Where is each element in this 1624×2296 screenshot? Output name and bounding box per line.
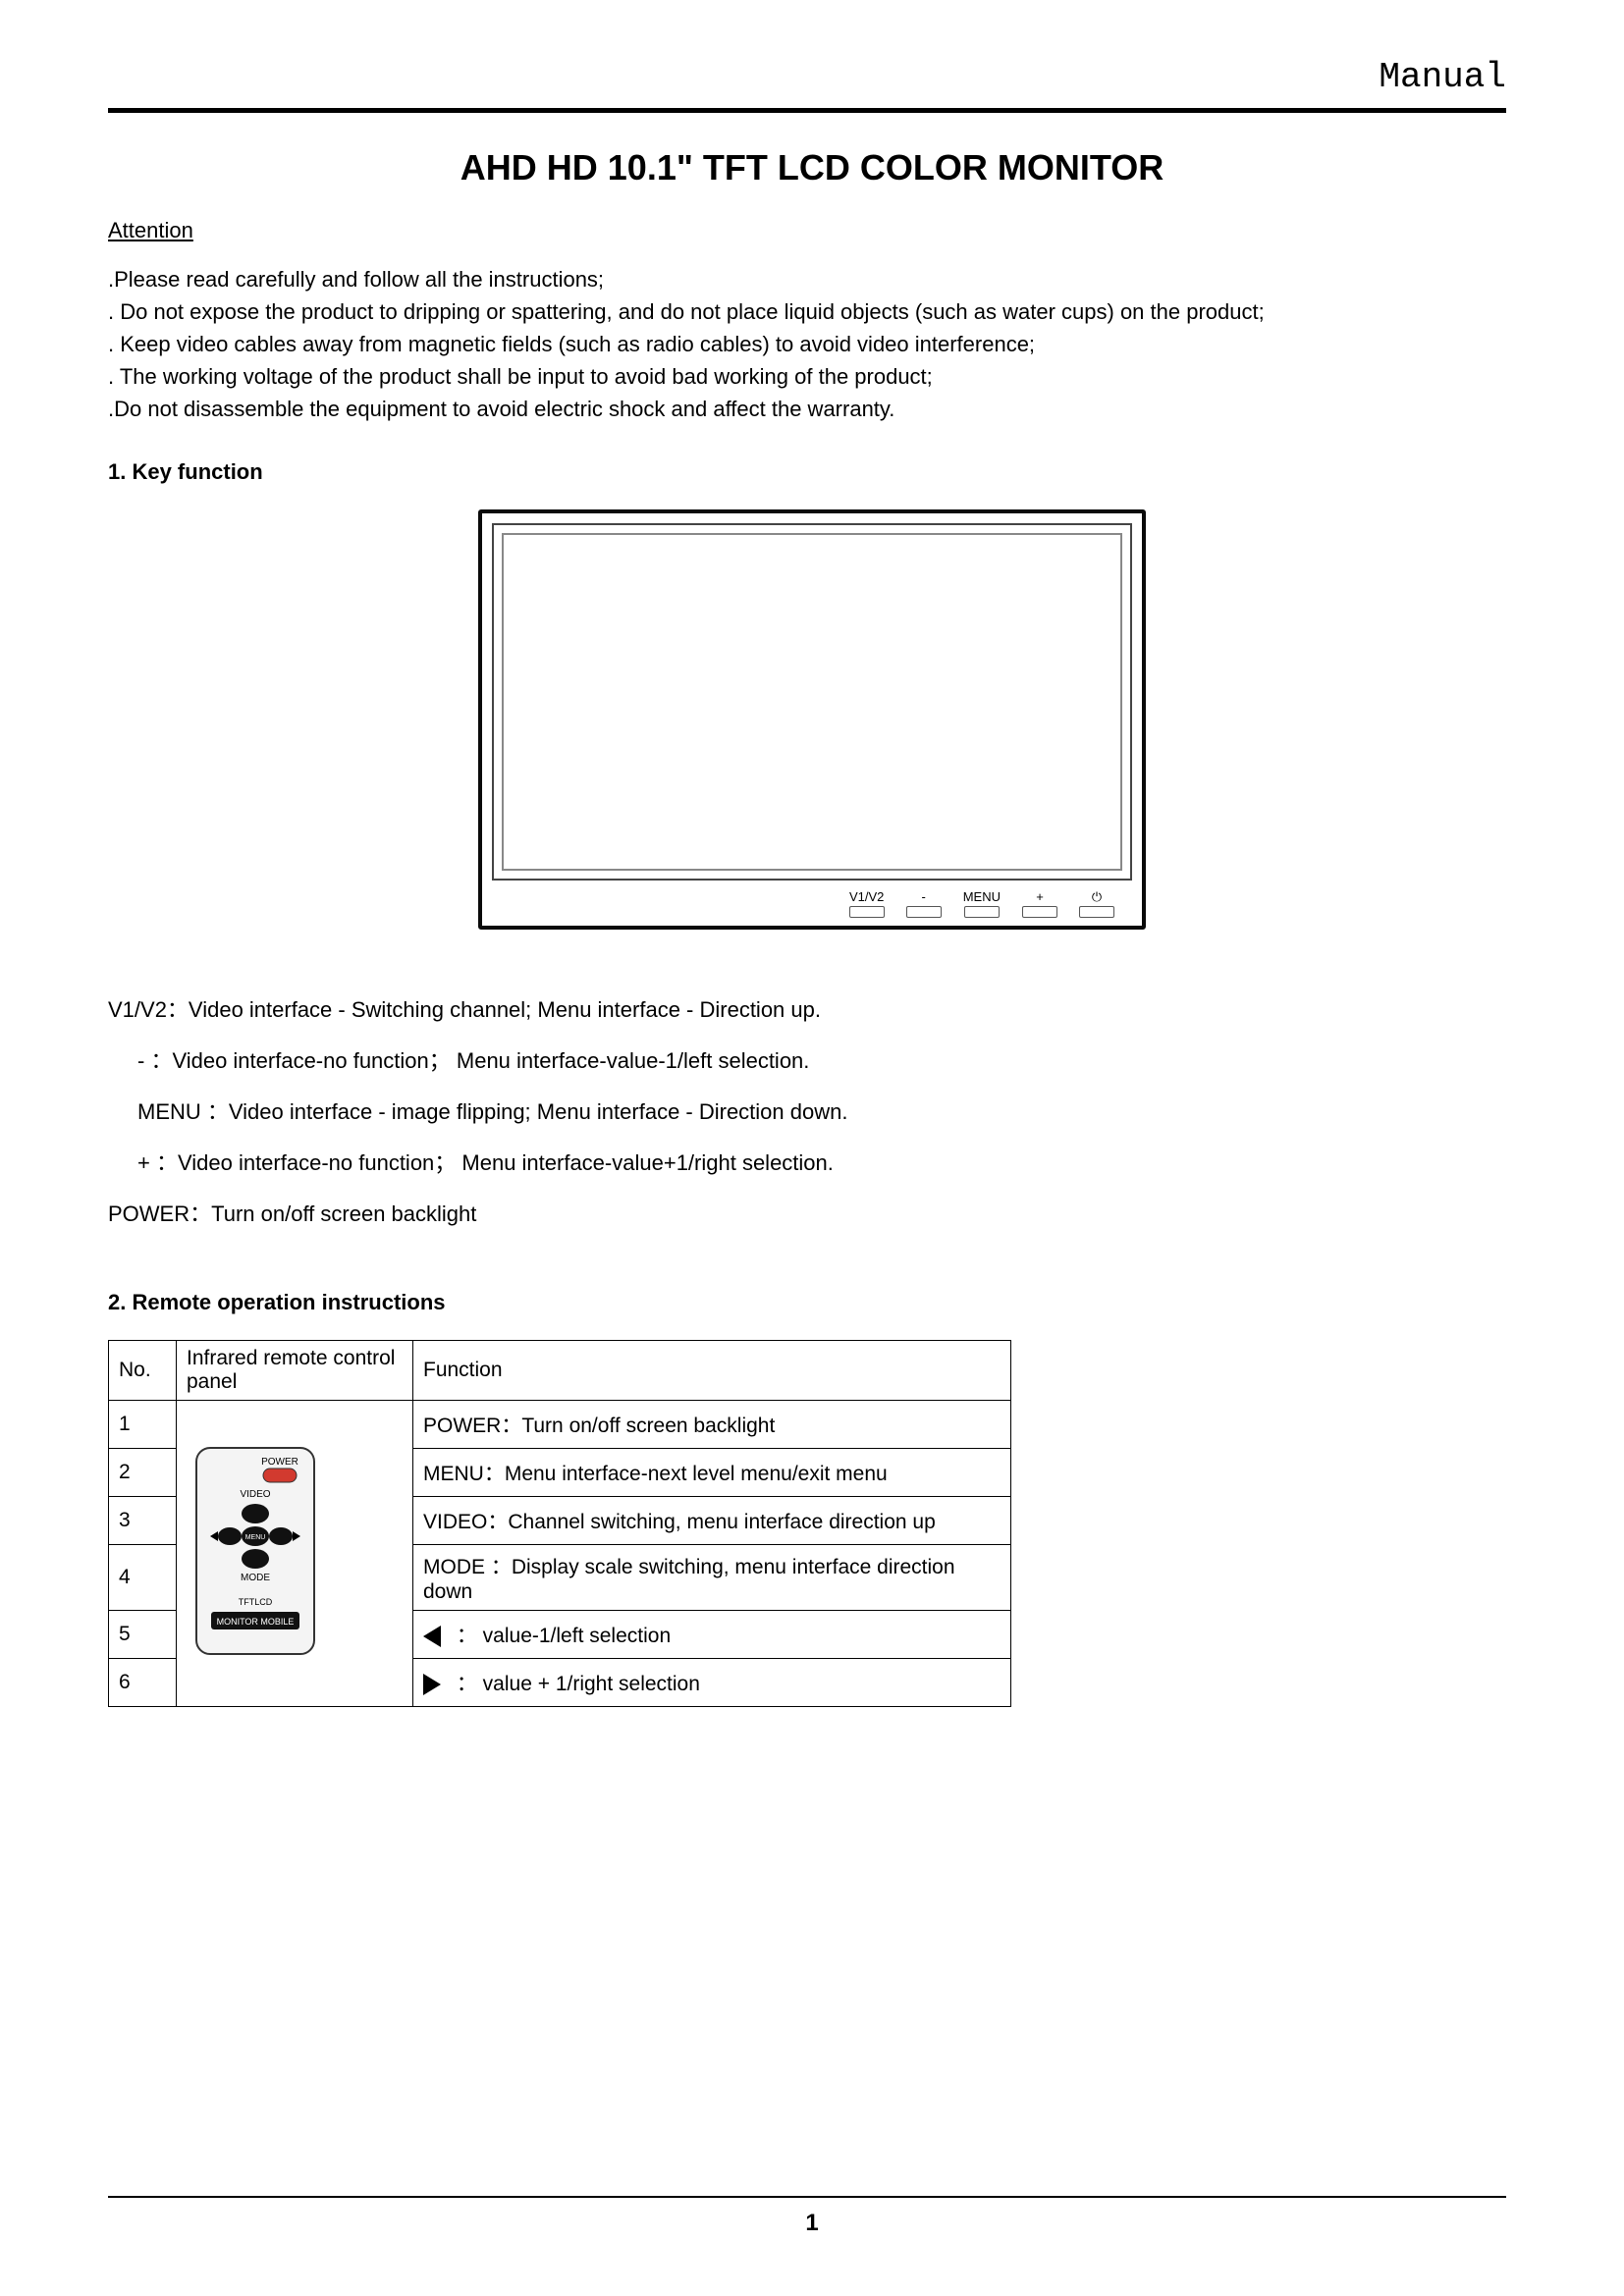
attention-item: .Do not disassemble the equipment to avo…: [108, 393, 1516, 425]
monitor-screen: [502, 533, 1122, 871]
cell-function-text: ： value + 1/right selection: [457, 1673, 700, 1695]
cell-function: POWER：Turn on/off screen backlight: [413, 1401, 1011, 1449]
table-header-panel: Infrared remote control panel: [177, 1341, 413, 1401]
cell-function: MENU：Menu interface-next level menu/exit…: [413, 1449, 1011, 1497]
monitor-button-label: -: [922, 890, 926, 904]
attention-item: . Keep video cables away from magnetic f…: [108, 328, 1516, 360]
attention-heading: Attention: [108, 218, 193, 243]
remote-label-power: POWER: [261, 1457, 298, 1468]
remote-label-video: VIDEO: [240, 1489, 270, 1500]
cell-no: 3: [109, 1497, 177, 1545]
table-header-row: No. Infrared remote control panel Functi…: [109, 1341, 1011, 1401]
monitor-button-label: V1/V2: [849, 890, 884, 904]
cell-no: 2: [109, 1449, 177, 1497]
header-doc-label: Manual: [1379, 57, 1506, 97]
monitor-button-v1v2: V1/V2: [849, 890, 885, 918]
power-icon: ⏻: [1092, 890, 1102, 904]
monitor-button-menu: MENU: [963, 890, 1001, 918]
page-number: 1: [0, 2210, 1624, 2237]
monitor-button-power: ⏻: [1079, 890, 1114, 918]
cell-no: 1: [109, 1401, 177, 1449]
key-desc-line: - ：Video interface-no function； Menu int…: [108, 1040, 1516, 1083]
page-title: AHD HD 10.1" TFT LCD COLOR MONITOR: [108, 147, 1516, 188]
triangle-right-icon: [423, 1674, 441, 1695]
section2-heading: 2. Remote operation instructions: [108, 1290, 1516, 1315]
attention-list: .Please read carefully and follow all th…: [108, 263, 1516, 425]
cell-function-text: ： value-1/left selection: [457, 1625, 671, 1647]
attention-item: . Do not expose the product to dripping …: [108, 295, 1516, 328]
header-rule: [108, 108, 1506, 113]
remote-instructions-table: No. Infrared remote control panel Functi…: [108, 1340, 1011, 1707]
cell-function: ： value + 1/right selection: [413, 1659, 1011, 1707]
cell-function: MODE ：Display scale switching, menu inte…: [413, 1545, 1011, 1611]
cell-function: VIDEO：Channel switching, menu interface …: [413, 1497, 1011, 1545]
attention-item: .Please read carefully and follow all th…: [108, 263, 1516, 295]
remote-panel-cell: POWER VIDEO MENU MODE: [177, 1401, 413, 1707]
key-desc-line: + ：Video interface-no function； Menu int…: [108, 1142, 1516, 1185]
triangle-left-icon: [423, 1626, 441, 1647]
cell-no: 4: [109, 1545, 177, 1611]
monitor-button-minus: -: [906, 890, 942, 918]
key-function-descriptions: V1/V2：Video interface - Switching channe…: [108, 988, 1516, 1236]
table-header-no: No.: [109, 1341, 177, 1401]
key-desc-line: MENU ：Video interface - image flipping; …: [108, 1091, 1516, 1134]
remote-label-brand-top: TFTLCD: [239, 1597, 273, 1607]
attention-item: . The working voltage of the product sha…: [108, 360, 1516, 393]
monitor-button-label: +: [1036, 890, 1044, 904]
monitor-button-plus: +: [1022, 890, 1057, 918]
table-row: 1 POWER VIDEO MENU: [109, 1401, 1011, 1449]
key-desc-line: POWER：Turn on/off screen backlight: [108, 1193, 1516, 1236]
key-desc-line: V1/V2：Video interface - Switching channe…: [108, 988, 1516, 1032]
cell-no: 6: [109, 1659, 177, 1707]
section1-heading: 1. Key function: [108, 459, 1516, 485]
cell-no: 5: [109, 1611, 177, 1659]
cell-function: ： value-1/left selection: [413, 1611, 1011, 1659]
remote-label-brand-bottom: MONITOR MOBILE: [217, 1617, 295, 1627]
monitor-button-label: MENU: [963, 890, 1001, 904]
monitor-figure: V1/V2 - MENU + ⏻: [478, 509, 1146, 930]
remote-label-mode: MODE: [241, 1573, 270, 1583]
footer-rule: [108, 2196, 1506, 2198]
remote-control-icon: POWER VIDEO MENU MODE: [187, 1443, 324, 1659]
table-header-function: Function: [413, 1341, 1011, 1401]
svg-text:MENU: MENU: [245, 1534, 266, 1541]
